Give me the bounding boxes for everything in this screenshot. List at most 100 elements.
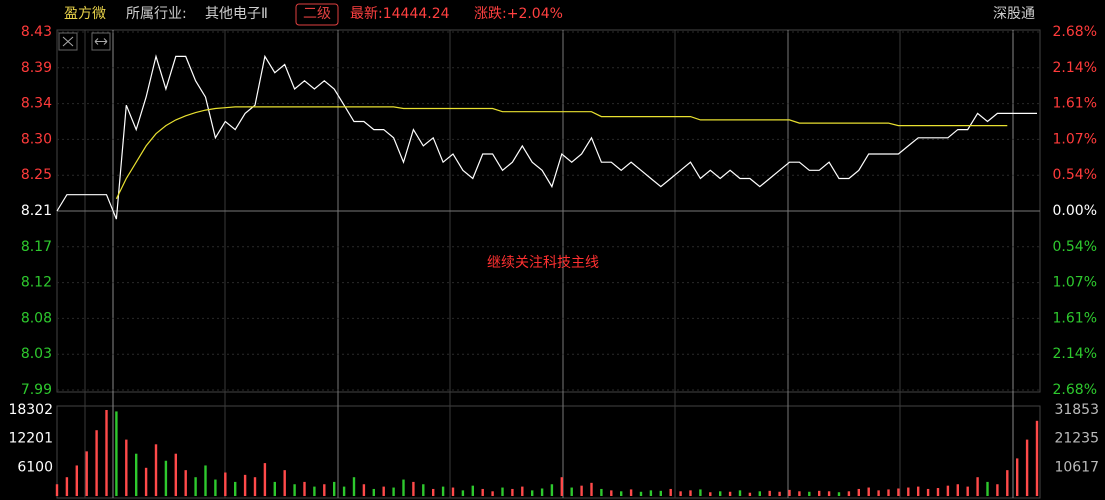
expand-button[interactable] — [91, 32, 111, 51]
volume-tick-label: 18302 — [8, 402, 53, 418]
volume-bar — [253, 477, 257, 496]
volume-bar — [313, 486, 316, 496]
latest: 最新:14444.24 — [350, 6, 450, 22]
volume-bar — [728, 491, 732, 496]
industry-label: 所属行业: — [126, 6, 187, 22]
volume-bar — [293, 484, 296, 496]
volume-bar — [342, 486, 346, 496]
volume-bar — [303, 481, 306, 496]
volume-bar — [857, 488, 860, 496]
volume-bar — [461, 490, 465, 496]
y-tick-label: 8.34 — [21, 96, 52, 112]
volume-bar — [55, 484, 59, 496]
volume-bar — [709, 492, 712, 496]
price-line — [115, 106, 1008, 200]
volume-bar — [748, 492, 752, 496]
volume-bar — [550, 484, 554, 496]
y-tick-label: 8.43 — [21, 24, 52, 40]
volume-bar — [125, 439, 128, 496]
volume-bar — [174, 453, 177, 496]
volume-bar — [887, 489, 890, 496]
volume-bar — [85, 451, 88, 496]
volume-bar — [422, 484, 425, 496]
y2-tick-label: 0.54% — [1053, 167, 1097, 183]
volume-bar — [441, 486, 445, 496]
close-button[interactable] — [58, 32, 78, 51]
volume-bar — [867, 487, 870, 496]
volume-bar — [788, 489, 791, 496]
volume-bar — [649, 490, 653, 496]
y2-tick-label: 0.00% — [1053, 203, 1097, 219]
volume-bar — [986, 481, 989, 496]
y-tick-label: 8.21 — [21, 203, 52, 219]
expand-icon — [94, 38, 108, 45]
y-tick-label: 8.30 — [21, 131, 52, 147]
close-icon — [62, 36, 74, 47]
volume-bar — [333, 481, 336, 496]
volume-bar — [451, 487, 455, 496]
volume-bar — [837, 492, 841, 496]
y2-tick-label: 0.54% — [1053, 239, 1097, 255]
y2-tick-label: 1.07% — [1053, 132, 1097, 148]
volume-bar — [135, 453, 138, 496]
volume-bar — [956, 484, 959, 496]
volume-bar — [847, 491, 851, 496]
volume-bar — [263, 463, 267, 496]
volume-y2-tick-label: 10617 — [1054, 459, 1099, 475]
y-tick-label: 8.08 — [21, 310, 52, 326]
volume-bar — [907, 487, 910, 496]
volume-bar — [719, 491, 722, 496]
volume-bar — [402, 479, 405, 496]
volume-bar — [590, 482, 593, 496]
volume-bar — [95, 430, 98, 496]
volume-bar — [768, 490, 771, 496]
volume-bar — [362, 484, 366, 496]
volume-bar — [501, 487, 504, 496]
volume-bar — [827, 491, 831, 496]
volume-bar — [75, 465, 78, 496]
volume-bar — [234, 481, 237, 496]
volume-bar — [481, 488, 484, 496]
volume-bar — [154, 444, 158, 496]
volume-bar — [144, 467, 148, 496]
volume-bar — [600, 488, 603, 496]
volume-bar — [808, 491, 811, 496]
volume-bar — [610, 490, 613, 496]
vertical-grid — [84, 30, 1014, 498]
connect: 深股通 — [993, 6, 1035, 22]
y2-tick-label: 1.61% — [1053, 311, 1097, 327]
volume-bar — [818, 490, 821, 496]
volume-frame — [56, 405, 1041, 499]
volume-bar — [996, 484, 999, 496]
volume-bar — [243, 474, 247, 496]
annotation: 继续关注科技主线 — [487, 254, 599, 271]
volume-bar — [758, 491, 761, 496]
volume-bar — [392, 487, 395, 496]
volume-bar — [372, 488, 375, 496]
volume-bar — [65, 477, 69, 496]
volume-bar — [511, 488, 514, 496]
volume-bar — [679, 491, 682, 496]
y2-tick-label: 2.14% — [1053, 346, 1097, 362]
industry: 其他电子Ⅱ — [205, 6, 268, 22]
y2-tick-label: 2.68% — [1053, 24, 1097, 40]
level: 二级 — [303, 6, 331, 22]
volume-bar — [204, 465, 207, 496]
volume-bar — [669, 488, 672, 496]
volume-bar — [897, 488, 900, 496]
volume-bar — [778, 491, 781, 496]
volume-bar — [976, 477, 979, 496]
volume-bar — [689, 490, 692, 496]
y2-tick-label: 2.68% — [1053, 382, 1097, 398]
volume-bar — [382, 486, 385, 496]
volume-bar — [184, 470, 187, 496]
volume-bar — [115, 411, 118, 496]
volume-bar — [194, 477, 197, 496]
volume-bar — [877, 490, 880, 496]
volume-bar — [926, 488, 930, 496]
volume-bar — [1016, 458, 1019, 496]
volume-bar — [966, 486, 969, 496]
volume-bar — [214, 479, 217, 496]
